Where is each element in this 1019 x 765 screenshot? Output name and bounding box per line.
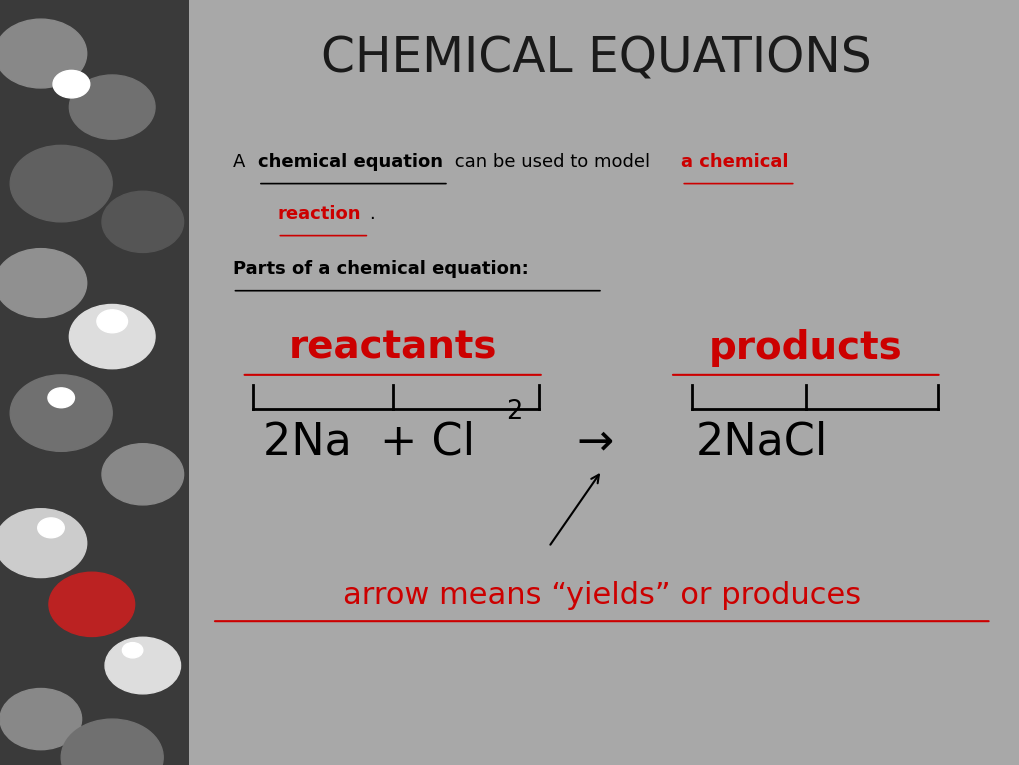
Text: →: →	[576, 421, 613, 464]
Text: reactants: reactants	[288, 329, 496, 367]
Bar	[0, 0, 189, 765]
Circle shape	[102, 191, 183, 252]
Text: can be used to model: can be used to model	[448, 153, 655, 171]
Text: 2Na  + Cl: 2Na + Cl	[263, 421, 475, 464]
Circle shape	[10, 375, 112, 451]
Text: products: products	[708, 329, 902, 367]
Circle shape	[0, 509, 87, 578]
Circle shape	[69, 75, 155, 139]
Text: reaction: reaction	[277, 205, 361, 223]
Text: Parts of a chemical equation:: Parts of a chemical equation:	[232, 260, 528, 278]
Text: 2: 2	[505, 399, 522, 425]
Circle shape	[49, 572, 135, 636]
Text: a chemical: a chemical	[681, 153, 788, 171]
Circle shape	[61, 719, 163, 765]
Circle shape	[0, 688, 82, 750]
Circle shape	[69, 304, 155, 369]
Circle shape	[53, 70, 90, 98]
Text: chemical equation: chemical equation	[258, 153, 442, 171]
Text: CHEMICAL EQUATIONS: CHEMICAL EQUATIONS	[321, 34, 871, 83]
Circle shape	[97, 310, 127, 333]
Text: .: .	[369, 205, 375, 223]
Text: 2NaCl: 2NaCl	[695, 421, 827, 464]
Circle shape	[0, 249, 87, 317]
Circle shape	[38, 518, 64, 538]
Circle shape	[48, 388, 74, 408]
Circle shape	[0, 19, 87, 88]
Text: arrow means “yields” or produces: arrow means “yields” or produces	[342, 581, 860, 610]
Circle shape	[105, 637, 180, 694]
Circle shape	[102, 444, 183, 505]
Text: A: A	[232, 153, 251, 171]
Circle shape	[10, 145, 112, 222]
Circle shape	[122, 643, 143, 658]
